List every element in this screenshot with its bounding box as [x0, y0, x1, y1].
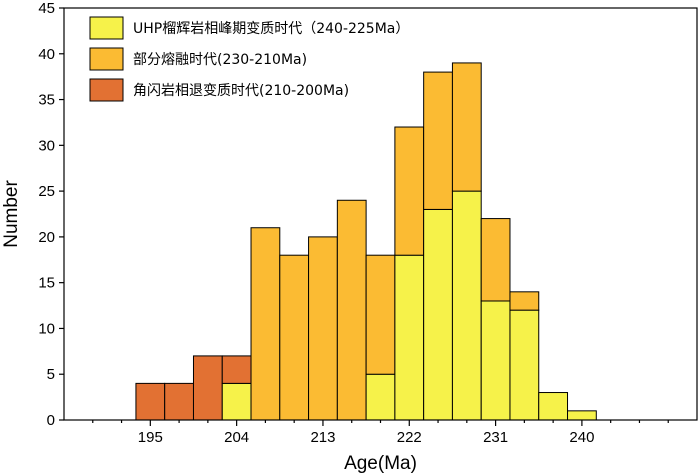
bar-222-series-1: [394, 126, 425, 256]
legend-swatch-1: [89, 47, 124, 71]
bar-204-series-2: [221, 355, 252, 384]
x-tick-label: 204: [224, 429, 249, 446]
legend-label-1: 部分熔融时代(230-210Ma): [133, 52, 307, 68]
y-tick-label: 20: [38, 229, 55, 246]
bar-240-series-0: [567, 410, 597, 421]
bar-195-series-2: [135, 382, 166, 421]
x-tick-label: 231: [483, 429, 508, 446]
legend: UHP榴辉岩相峰期变质时代（240-225Ma） 部分熔融时代(230-210Ma…: [89, 16, 409, 102]
bar-231-series-0: [480, 300, 511, 421]
bar-234-series-0: [509, 309, 540, 421]
bar-234-series-1: [509, 291, 540, 311]
y-tick-label: 25: [38, 183, 55, 200]
ticks-layer: 0 5 10 15 20 25 30 35 40 45 195 204 213 222 231 240: [38, 0, 669, 446]
bar-228-series-0: [451, 190, 482, 421]
bar-201-series-2: [192, 355, 223, 421]
bar-204-series-0: [221, 382, 252, 421]
y-tick-label: 0: [47, 412, 55, 429]
bar-231-series-1: [480, 218, 511, 302]
bar-198-series-2: [164, 382, 194, 421]
y-axis-title: Number: [1, 180, 22, 248]
y-tick-label: 30: [38, 137, 55, 154]
bar-237-series-0: [538, 392, 569, 421]
bar-225-series-1: [423, 71, 453, 210]
legend-label-0: UHP榴辉岩相峰期变质时代（240-225Ma）: [133, 21, 409, 37]
bars-layer: [135, 62, 597, 421]
bar-216-series-1: [336, 199, 367, 421]
legend-label-2: 角闪岩相退变质时代(210-200Ma): [133, 83, 349, 99]
x-tick-label: 213: [310, 429, 335, 446]
y-tick-label: 35: [38, 92, 55, 109]
legend-swatch-0: [89, 16, 124, 40]
y-tick-label: 10: [38, 320, 55, 337]
bar-222-series-0: [394, 254, 425, 421]
bar-210-series-1: [279, 254, 310, 421]
x-tick-label: 195: [138, 429, 163, 446]
bar-207-series-1: [250, 227, 281, 421]
bar-228-series-1: [451, 62, 482, 192]
legend-swatch-2: [89, 78, 124, 102]
bar-213-series-1: [308, 236, 338, 421]
x-tick-label: 240: [569, 429, 594, 446]
y-tick-label: 40: [38, 46, 55, 63]
bar-225-series-0: [423, 208, 453, 421]
bar-219-series-0: [365, 373, 396, 421]
x-tick-label: 222: [397, 429, 422, 446]
y-tick-label: 15: [38, 275, 55, 292]
x-axis-title: Age(Ma): [344, 453, 417, 474]
y-tick-label: 45: [38, 0, 55, 17]
y-tick-label: 5: [47, 366, 55, 383]
bar-219-series-1: [365, 254, 396, 375]
